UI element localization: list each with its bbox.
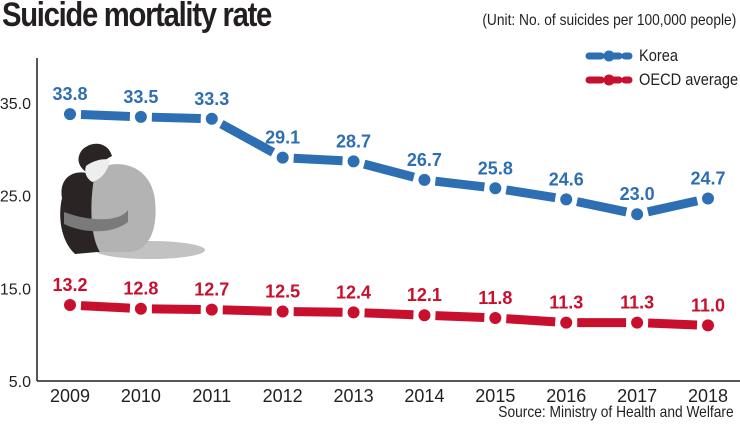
data-label: 33.5: [123, 87, 158, 107]
data-label: 11.3: [620, 293, 654, 313]
legend: Korea OECD average: [585, 44, 740, 92]
line-segment: [576, 197, 628, 217]
line-segment: [435, 311, 485, 323]
line-segment: [364, 308, 414, 320]
data-point: [631, 316, 644, 329]
data-point: [631, 208, 644, 221]
data-point: [276, 305, 289, 318]
x-tick-label: 2012: [263, 386, 303, 406]
line-segment: [293, 153, 343, 166]
x-tick-label: 2013: [334, 386, 374, 406]
line-segment: [363, 159, 415, 182]
y-tick-label: 15.0: [0, 281, 31, 298]
data-point: [702, 192, 714, 205]
x-tick-label: 2016: [546, 386, 586, 406]
hugging-knees-person-icon: [60, 143, 205, 259]
x-tick-label: 2017: [617, 386, 657, 406]
data-point: [489, 311, 502, 324]
data-label: 25.8: [478, 158, 513, 178]
line-segment: [293, 307, 343, 317]
data-point: [560, 316, 573, 329]
line-segment: [151, 112, 201, 123]
data-label: 12.4: [336, 282, 371, 302]
data-point: [418, 173, 431, 186]
data-label: 11.8: [478, 288, 512, 308]
unit-note: (Unit: No. of suicides per 100,000 peopl…: [482, 12, 736, 29]
line-segment: [506, 314, 556, 327]
line-segment: [80, 301, 131, 313]
line-segment: [80, 110, 131, 121]
data-point: [276, 151, 289, 164]
series-oecd: 13.2 12.8 12.7 12.5 12.4 12.1 11.8 11.3 11.3 11.0: [52, 275, 725, 332]
data-label: 12.7: [194, 280, 229, 300]
data-label: 26.7: [407, 150, 442, 170]
x-tick-label: 2009: [50, 386, 90, 406]
data-label: 12.5: [265, 282, 300, 302]
y-tick-label: 25.0: [0, 189, 31, 206]
line-segment: [434, 176, 485, 192]
legend-swatch-korea-icon: [585, 50, 633, 62]
data-point: [702, 319, 714, 332]
data-point: [134, 110, 147, 123]
line-segment: [647, 318, 698, 330]
legend-item-oecd: OECD average: [585, 68, 740, 92]
legend-item-korea: Korea: [585, 44, 740, 68]
line-segment: [219, 120, 276, 157]
legend-swatch-oecd-icon: [585, 74, 633, 86]
data-point: [64, 108, 76, 121]
data-label: 24.6: [549, 169, 584, 189]
data-point: [205, 112, 218, 125]
data-label: 33.3: [194, 89, 229, 109]
chart-title: Suicide mortality rate: [2, 0, 272, 34]
data-label: 11.3: [549, 293, 583, 313]
data-label: 29.1: [265, 128, 300, 148]
data-point: [347, 306, 360, 319]
data-label: 28.7: [336, 131, 371, 151]
line-segment: [505, 185, 557, 203]
x-tick-label: 2011: [192, 386, 231, 406]
data-label: 23.0: [620, 184, 655, 204]
data-point: [205, 303, 218, 316]
legend-label-oecd: OECD average: [639, 70, 739, 89]
x-tick-label: 2018: [688, 386, 728, 406]
data-label: 13.2: [52, 275, 87, 295]
x-tick-label: 2014: [404, 386, 444, 406]
data-point: [347, 155, 360, 168]
line-segment: [222, 305, 272, 316]
data-point: [418, 309, 431, 322]
data-point: [134, 302, 147, 315]
y-tick-label: 5.0: [9, 374, 31, 391]
data-point: [64, 299, 76, 312]
line-segment: [646, 196, 699, 217]
source-note: Source: Ministry of Health and Welfare: [498, 404, 734, 421]
data-label: 12.1: [407, 285, 442, 305]
data-label: 24.7: [690, 168, 725, 188]
x-tick-label: 2010: [121, 386, 161, 406]
data-point: [489, 182, 502, 195]
x-tick-label: 2015: [475, 386, 515, 406]
line-segment: [151, 304, 201, 315]
legend-label-korea: Korea: [639, 46, 679, 65]
series-korea: 33.8 33.5 33.3 29.1 28.7 26.7 25.8 24.6 23.0 24.7: [52, 84, 726, 221]
data-label: 11.0: [691, 295, 725, 315]
y-tick-label: 35.0: [0, 96, 31, 113]
data-label: 33.8: [52, 84, 87, 104]
data-label: 12.8: [123, 279, 158, 299]
data-point: [560, 193, 573, 206]
